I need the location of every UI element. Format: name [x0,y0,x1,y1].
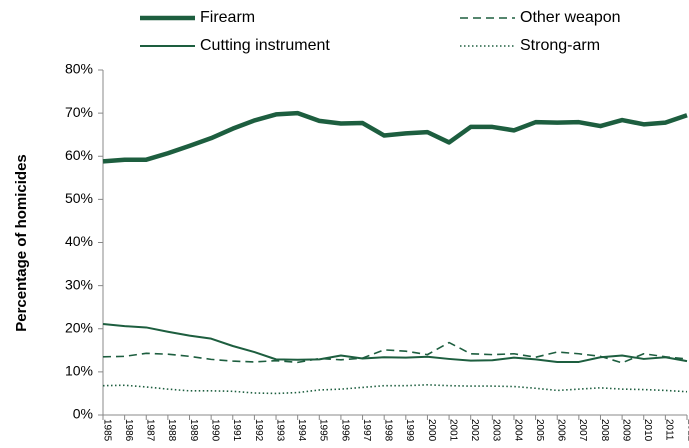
x-tick-label: 2005 [534,419,545,442]
x-tick-label: 2001 [447,419,458,442]
series-line [102,110,688,164]
y-tick-label: 60% [65,147,93,163]
x-tick-label: 2008 [599,419,610,442]
legend-label: Firearm [200,9,255,26]
y-tick-label: 0% [73,406,93,422]
series-line [102,384,688,395]
y-tick-label: 50% [65,190,93,206]
x-tick-label: 1994 [296,419,307,442]
x-tick-label: 1997 [361,419,372,442]
x-tick-label: 1987 [145,419,156,442]
legend-label: Strong-arm [520,37,600,54]
x-tick-label: 2004 [512,419,523,442]
y-tick-label: 20% [65,319,93,335]
x-tick-label: 1991 [231,419,242,442]
x-tick-label: 1998 [383,419,394,442]
x-tick-label: 2006 [556,419,567,442]
x-tick-label: 2002 [469,419,480,442]
series-line [102,341,688,364]
legend-label: Other weapon [520,9,621,26]
y-tick-label: 10% [65,363,93,379]
x-tick-label: 1999 [404,419,415,442]
y-axis-label: Percentage of homicides [13,154,30,332]
x-tick-label: 1996 [339,419,350,442]
y-tick-label: 30% [65,276,93,292]
y-tick-label: 70% [65,104,93,120]
x-tick-label: 1986 [123,419,134,442]
x-tick-label: 1985 [101,419,112,442]
x-tick-label: 2011 [664,419,675,441]
x-tick-label: 1988 [166,419,177,442]
x-tick-label: 2003 [491,419,502,442]
x-tick-label: 2010 [642,419,653,442]
x-tick-label: 1989 [188,419,199,442]
y-tick-label: 80% [65,61,93,77]
x-tick-label: 1995 [318,419,329,442]
x-tick-label: 2007 [577,419,588,442]
legend-label: Cutting instrument [200,37,330,54]
y-tick-label: 40% [65,233,93,249]
x-tick-label: 1992 [253,419,264,442]
x-tick-label: 1993 [274,419,285,442]
x-tick-label: 2012 [685,419,689,442]
x-tick-label: 1990 [210,419,221,442]
x-tick-label: 2009 [620,419,631,442]
series-line [102,323,688,363]
x-tick-label: 2000 [426,419,437,442]
